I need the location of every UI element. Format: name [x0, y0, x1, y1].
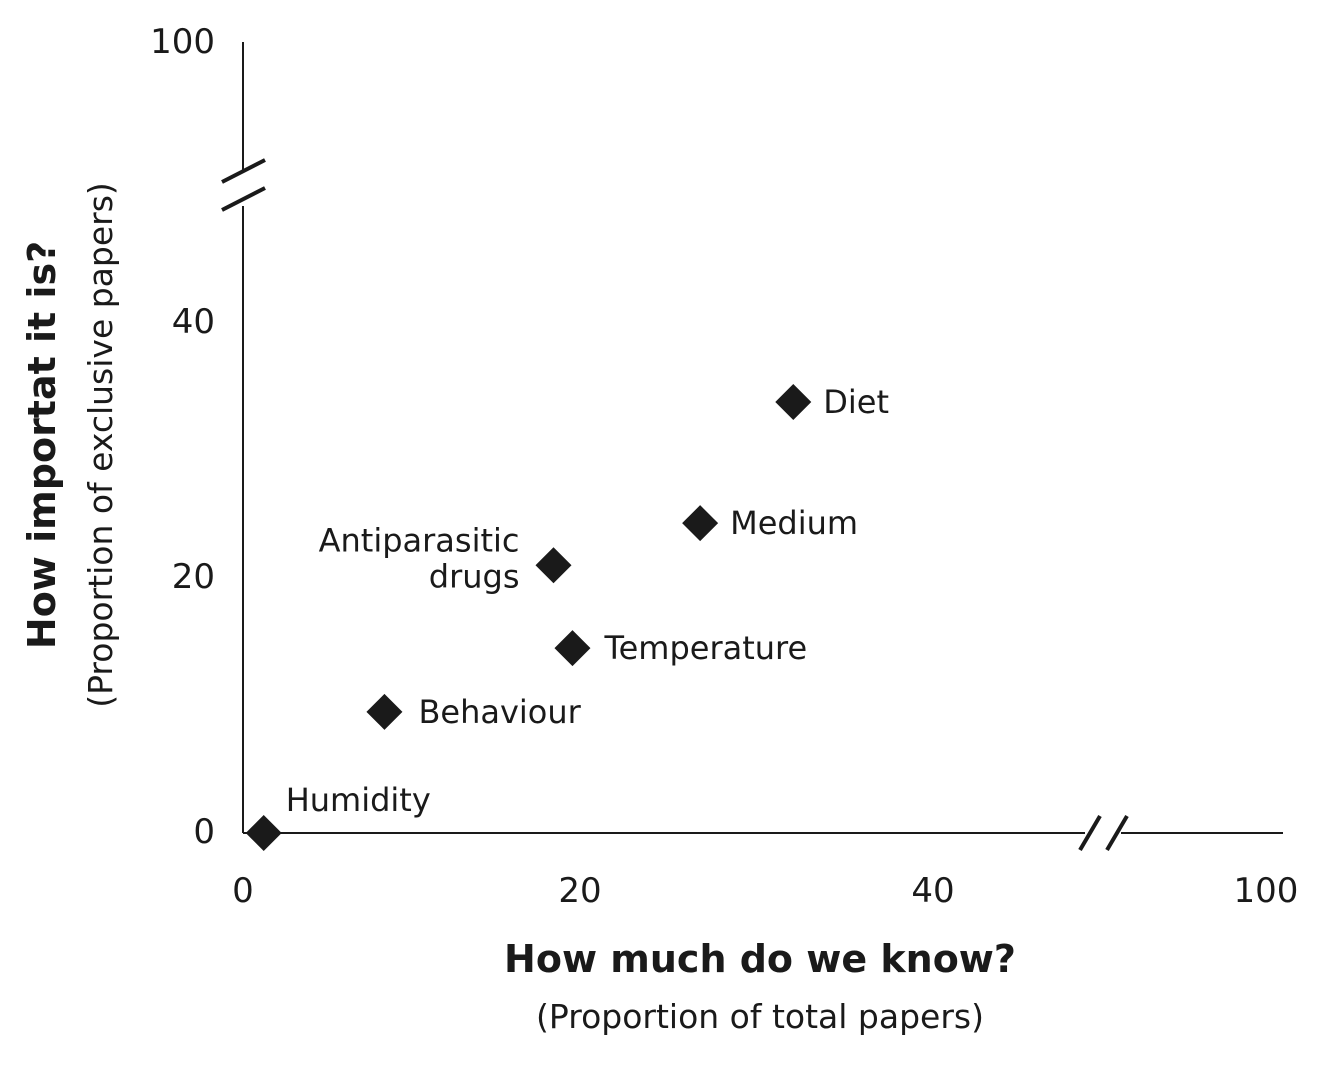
- x-axis-subtitle: (Proportion of total papers): [536, 997, 984, 1036]
- y-tick-label: 20: [172, 557, 215, 597]
- x-tick-labels: 0 20 40 100: [232, 871, 1298, 911]
- y-axis-title: How importat it is?: [20, 241, 64, 649]
- data-point-antiparasitic-drugs: [535, 547, 572, 584]
- y-tick-labels: 100 40 20 0: [150, 22, 215, 852]
- data-points: Humidity Behaviour Temperature Antiparasiti…: [245, 383, 889, 851]
- data-point-medium: [682, 505, 719, 542]
- x-tick-label: 100: [1234, 871, 1299, 911]
- y-tick-label: 100: [150, 22, 215, 62]
- point-label-temperature: Temperature: [603, 629, 807, 667]
- x-tick-label: 0: [232, 871, 254, 911]
- point-label-medium: Medium: [730, 504, 858, 542]
- data-point-humidity: [245, 815, 282, 851]
- point-label-behaviour: Behaviour: [418, 693, 581, 731]
- data-point-temperature: [554, 630, 591, 667]
- data-point-diet: [775, 384, 812, 421]
- y-tick-label: 0: [193, 812, 215, 852]
- y-axis-break-icon: [221, 158, 266, 212]
- y-tick-label: 40: [172, 302, 215, 342]
- x-tick-label: 20: [558, 871, 601, 911]
- data-point-behaviour: [366, 693, 403, 730]
- x-axis-break-icon: [1078, 814, 1129, 852]
- y-axis-subtitle: (Proportion of exclusive papers): [81, 182, 120, 708]
- point-label-diet: Diet: [823, 383, 889, 421]
- point-label-antiparasitic-drugs: Antiparasitic drugs: [319, 521, 520, 595]
- x-tick-label: 40: [911, 871, 954, 911]
- point-label-humidity: Humidity: [286, 781, 431, 819]
- x-axis-title: How much do we know?: [504, 937, 1016, 981]
